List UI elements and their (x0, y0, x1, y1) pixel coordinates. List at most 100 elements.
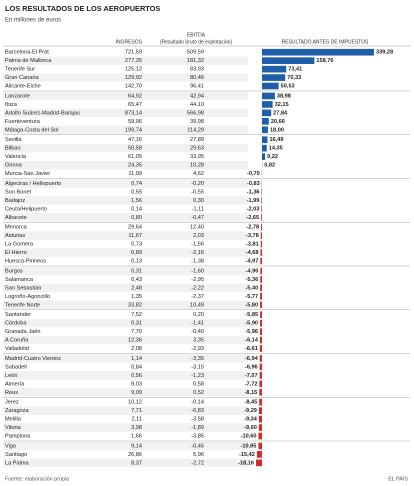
result-bar (260, 319, 262, 327)
ebitda: 0,20 (193, 312, 204, 318)
subtitle: En millones de euros (5, 18, 61, 24)
ingresos: 277,35 (125, 58, 142, 64)
airport-name: Pamplona (5, 434, 31, 440)
airport-name: Burgos (5, 268, 23, 274)
title: LOS RESULTADOS DE LOS AEROPUERTOS (5, 4, 160, 13)
ingresos: 0,55 (131, 189, 142, 195)
result-label: -15,42 (239, 452, 255, 458)
ebitda: -0,55 (191, 189, 204, 195)
result-label: -10,60 (241, 434, 257, 440)
airport-name: Badajoz (5, 198, 25, 204)
ebitda: 39,98 (190, 119, 204, 125)
result-label: -1,99 (247, 198, 260, 204)
ebitda: 44,10 (190, 102, 204, 108)
airport-name: Salamanca (5, 277, 34, 283)
airport-name: Málaga-Costa del Sol (5, 127, 58, 133)
result-bar (258, 424, 262, 431)
ingresos: 61,05 (128, 154, 142, 160)
airport-name: Reus (5, 390, 18, 396)
airport-name: Santander (5, 312, 31, 318)
result-label: 32,15 (275, 102, 289, 108)
ingresos: 9,09 (131, 390, 142, 396)
airport-name: La Palma (5, 460, 30, 466)
result-label: -4,90 (246, 268, 259, 274)
row-band (3, 248, 248, 257)
airport-name: Fuerteventura (5, 119, 41, 125)
ebitda: 0,30 (193, 198, 204, 204)
result-label: -3,81 (246, 242, 259, 248)
airport-name: Son Bonet (5, 189, 32, 195)
ebitda: 0,58 (193, 381, 204, 387)
result-bar (262, 118, 269, 125)
ebitda: 114,29 (187, 127, 204, 133)
col-ebitda: EBITDA (187, 32, 206, 38)
result-bar (262, 65, 287, 73)
result-bar (262, 126, 268, 134)
ebitda: -2,72 (191, 460, 204, 466)
airport-name: Murcia-San Javier (5, 171, 50, 177)
airport-name: Albacete (5, 215, 27, 221)
row-band (3, 283, 248, 293)
result-bar (259, 372, 262, 379)
airport-name: Bilbao (5, 146, 21, 152)
result-label: 50,53 (281, 84, 295, 90)
result-label: -5,85 (245, 312, 258, 318)
result-label: -6,61 (245, 346, 258, 352)
airport-name: Vigo (5, 443, 16, 449)
result-bar (259, 345, 262, 352)
airport-name: El Hierro (5, 250, 27, 256)
result-bar (259, 355, 262, 362)
ebitda: -3,85 (191, 434, 204, 440)
ebitda: 27,89 (190, 137, 204, 143)
result-bar (262, 92, 275, 100)
ebitda: -2,93 (191, 346, 204, 352)
result-bar (260, 257, 262, 265)
row-band (3, 266, 248, 276)
ingresos: 0,89 (131, 250, 142, 256)
result-bar (260, 276, 262, 283)
result-label: -6,96 (245, 364, 258, 370)
row-band (3, 423, 248, 432)
ebitda: -3,58 (191, 417, 204, 423)
result-bar (260, 240, 262, 248)
result-bar (258, 407, 262, 414)
ingresos: 2,48 (131, 285, 142, 291)
col-resultado: RESULTADO ANTES DE IMPUESTOS (282, 39, 369, 45)
result-label: 339,28 (376, 50, 393, 56)
result-label: -5,40 (245, 285, 258, 291)
col-ebitda-note: (Resultado bruto de explotación) (160, 39, 233, 45)
result-label: 18,00 (270, 127, 284, 133)
airport-name: La Gomera (5, 242, 34, 248)
ebitda: -1,38 (191, 259, 204, 265)
ingresos: 7,52 (131, 312, 142, 318)
ingresos: 26,86 (128, 452, 142, 458)
ebitda: 10,28 (190, 163, 204, 169)
result-label: -7,72 (245, 381, 258, 387)
ebitda: -3,35 (191, 356, 204, 362)
airport-name: Almería (5, 381, 25, 387)
row-band (3, 73, 248, 82)
airport-name: Barcelona-El Prat (5, 50, 49, 56)
ebitda: -2,16 (191, 250, 204, 256)
ingresos: 0,31 (131, 268, 142, 274)
result-bar (260, 267, 262, 275)
ebitda: -2,95 (191, 277, 204, 283)
ingresos: 0,80 (131, 215, 142, 221)
result-label: -7,07 (245, 373, 258, 379)
result-label: -5,96 (245, 329, 258, 335)
row-band (3, 406, 248, 415)
airport-name: Melilla (5, 417, 22, 423)
airport-name: Menorca (5, 225, 28, 231)
ebitda: -0,20 (191, 181, 204, 187)
result-label: -6,94 (245, 356, 259, 362)
airport-name: Jerez (5, 400, 19, 406)
col-ingresos: INGRESOS (116, 39, 143, 45)
ingresos: 0,14 (131, 206, 142, 212)
airport-name: Alicante-Elche (5, 84, 41, 90)
ebitda: 5,96 (193, 452, 204, 458)
result-label: 20,66 (271, 119, 285, 125)
ingresos: 9,03 (131, 381, 142, 387)
airport-name: Madrid-Cuatro Vientos (5, 356, 61, 362)
result-bar (261, 223, 262, 231)
result-label: 14,35 (269, 146, 283, 152)
